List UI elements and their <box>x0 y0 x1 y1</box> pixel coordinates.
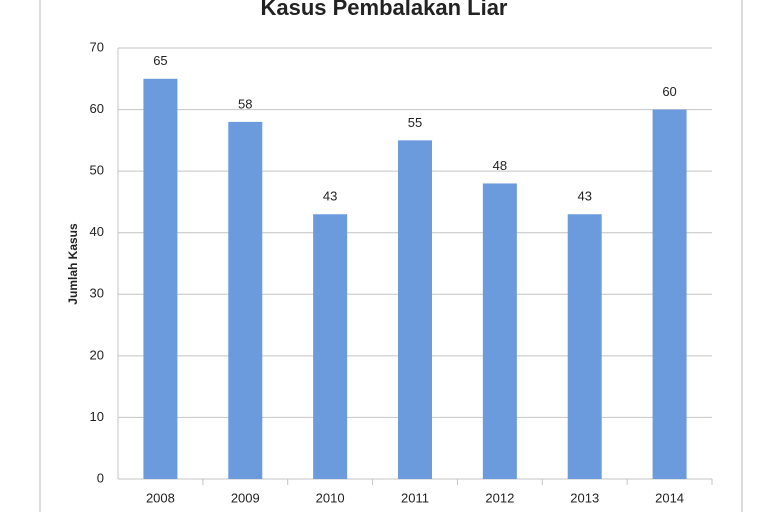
y-tick-label: 70 <box>90 39 104 54</box>
bar <box>143 78 178 480</box>
y-tick-label: 40 <box>90 224 104 239</box>
data-label: 60 <box>662 84 676 99</box>
data-label: 55 <box>408 115 422 130</box>
x-tick-label: 2010 <box>316 490 345 505</box>
data-label: 58 <box>238 96 252 111</box>
data-label: 65 <box>153 53 167 68</box>
bar <box>228 121 263 479</box>
data-label: 48 <box>493 158 507 173</box>
x-tick-label: 2012 <box>485 490 514 505</box>
y-tick-label: 0 <box>97 470 104 485</box>
x-tick-label: 2013 <box>570 490 599 505</box>
chart-frame <box>39 0 743 512</box>
y-tick-label: 10 <box>90 409 104 424</box>
bar <box>652 109 687 480</box>
bar <box>313 214 348 479</box>
bar <box>398 140 432 479</box>
y-tick-label: 20 <box>90 347 104 362</box>
data-label: 43 <box>323 189 337 204</box>
bar <box>482 183 517 479</box>
data-label: 43 <box>577 189 591 204</box>
x-tick-label: 2014 <box>655 490 684 505</box>
x-tick-label: 2011 <box>401 490 429 505</box>
x-tick-label: 2008 <box>146 490 175 505</box>
x-tick-label: 2009 <box>231 490 260 505</box>
y-axis-label: Jumlah Kasus <box>66 223 80 305</box>
y-tick-label: 60 <box>90 101 104 116</box>
y-tick-label: 30 <box>90 286 104 301</box>
y-tick-label: 50 <box>90 163 104 178</box>
chart-title: Kasus Pembalakan Liar <box>260 0 507 20</box>
bar <box>567 214 602 479</box>
